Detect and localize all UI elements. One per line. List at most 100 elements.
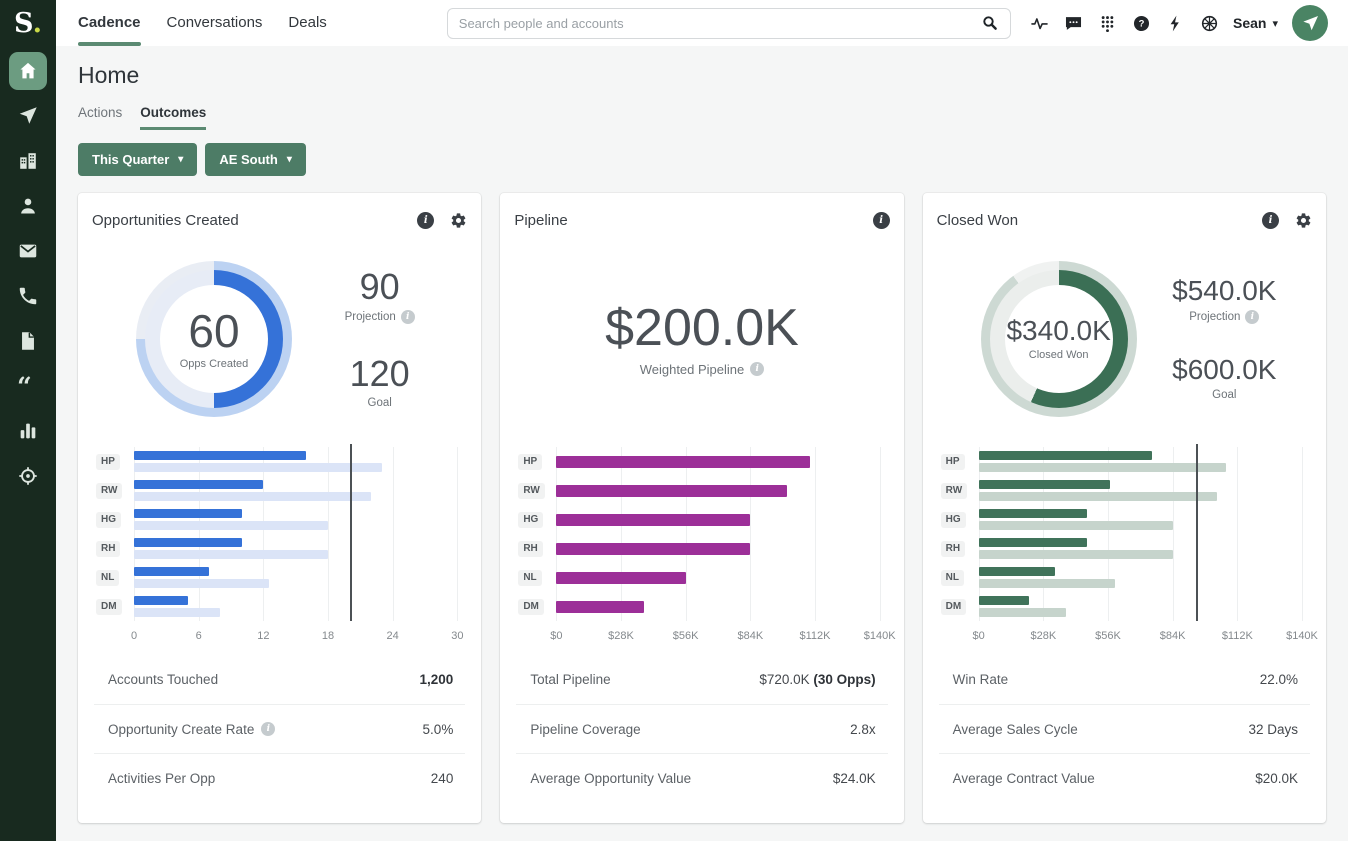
sidebar-item-bar-chart[interactable] [9,412,47,450]
bar-group-hg: HG [518,505,879,534]
donut-value: $340.0K [1006,315,1111,346]
goal-label: Goal [367,397,392,409]
axis-tick: 0 [130,630,138,642]
donut-label: Closed Won [1028,349,1089,361]
stat-label: Opportunity Create Rate i [108,722,276,737]
x-axis: $0 $28K $56K $84K $112K $140K [550,625,895,645]
filter-button-ae-south[interactable]: AE South ▾ [205,143,306,176]
stat-row-activities-per-opp: Activities Per Opp 240 [94,753,466,802]
bar-closed-won-k [978,596,1030,605]
tab-actions[interactable]: Actions [78,105,123,120]
help-icon[interactable]: ? [1132,14,1151,33]
axis-tick: 24 [386,630,399,642]
sidebar-item-home[interactable] [9,52,47,91]
projection-label: Projection i [1172,310,1276,324]
info-icon[interactable]: i [1261,211,1279,229]
bar-closed-won-k [978,451,1152,460]
bar-group-hp: HP [940,447,1302,476]
category-badge: NL [940,569,964,586]
info-icon[interactable]: i [872,211,890,229]
goal-value: $600.0K [1172,354,1277,385]
info-icon[interactable]: i [750,362,765,376]
page-title: Home [78,62,140,88]
donut-value: 60 [188,305,240,357]
stat-value: $24.0K [832,770,876,786]
gear-icon[interactable] [1295,212,1312,229]
sidebar-item-target[interactable] [9,457,47,495]
progress-donut: 60 Opps Created [136,261,292,417]
sidebar-items: “ [0,52,56,502]
settings-icon[interactable] [1200,14,1219,33]
gear-icon[interactable] [450,212,467,229]
x-axis: $0 $28K $56K $84K $112K $140K [973,625,1318,645]
bar-group-nl: NL [96,563,457,592]
stat-value: 32 Days [1248,721,1298,737]
sidebar-item-quote[interactable]: “ [9,367,47,405]
stat-row-total-pipeline: Total Pipeline $720.0K (30 Opps) [516,655,887,704]
product-tabs: Cadence Conversations Deals [78,0,353,46]
category-badge: RH [940,540,966,557]
category-badge: HP [518,453,543,470]
search-input[interactable] [458,15,981,31]
info-icon[interactable]: i [417,211,435,229]
card-opportunities-created: Opportunities Created i 60 Opps Created 90 Pr… [78,193,482,823]
activity-icon[interactable] [1030,14,1049,33]
grouped-bar-chart: HP RW HG RH NL DM $0 $28K $56K $84K $112K $140K [518,447,896,645]
rocket-icon [17,105,39,127]
category-badge: RH [96,540,121,557]
nav-tab-cadence[interactable]: Cadence [78,0,141,46]
card-stats: Accounts Touched 1,200 Opportunity Create … [92,655,467,802]
dialpad-icon[interactable] [1098,14,1117,33]
user-menu[interactable]: Sean ▾ [1233,15,1278,31]
category-badge: HP [940,453,965,470]
avatar[interactable] [1292,5,1328,41]
card-pipeline: Pipeline i $200.0K Weighted Pipeline i HP RW HG… [500,193,904,823]
app-logo[interactable]: S. [14,8,42,39]
metric-cards: Opportunities Created i 60 Opps Created 90 Pr… [78,193,1326,823]
info-icon[interactable]: i [400,310,415,324]
sidebar-item-email[interactable] [9,232,47,270]
sidebar-item-people[interactable] [9,187,47,225]
axis-tick: $28K [608,630,634,642]
bar-projection [134,463,382,472]
filter-bar: This Quarter ▾ AE South ▾ [78,143,1326,176]
bar-group-nl: NL [518,563,879,592]
axis-tick: 12 [257,630,270,642]
axis-tick: $56K [672,630,699,642]
sidebar-item-phone[interactable] [9,277,47,315]
tab-outcomes[interactable]: Outcomes [140,105,207,130]
card-title: Pipeline [514,211,568,229]
bar-projection-k [978,579,1115,588]
bar-group-dm: DM [518,592,879,621]
category-badge: RW [940,482,968,499]
filter-button-this-quarter[interactable]: This Quarter ▾ [78,143,198,176]
top-navigation: Cadence Conversations Deals ? Sean ▾ [56,0,1348,46]
category-badge: RH [518,540,543,557]
sidebar: S. “ [0,0,56,841]
lightning-icon[interactable] [1166,14,1185,33]
category-badge: DM [518,598,544,615]
progress-donut: $340.0K Closed Won [980,261,1137,417]
axis-tick: $112K [1221,630,1253,642]
sidebar-item-document[interactable] [9,322,47,360]
axis-tick: $84K [737,630,764,642]
axis-tick: $112K [799,630,831,642]
nav-tab-deals[interactable]: Deals [288,14,327,31]
bar-projection [134,550,328,559]
category-badge: NL [96,569,120,586]
chat-icon[interactable] [1064,14,1083,33]
bar-weighted-pipeline-k [556,513,751,526]
sidebar-item-rocket[interactable] [9,97,47,135]
info-icon[interactable]: i [1245,310,1260,324]
goal-line-marker [1195,444,1198,621]
bar-group-dm: DM [96,592,457,621]
buildings-icon [17,150,39,172]
bar-projection [134,579,269,588]
stat-row-opportunity-create-rate: Opportunity Create Rate i 5.0% [94,704,466,753]
card-hero: $340.0K Closed Won $540.0K Projection i $600.… [937,235,1312,443]
search-icon[interactable] [981,14,999,32]
info-icon[interactable]: i [261,722,276,736]
stat-label: Win Rate [952,672,1009,687]
nav-tab-conversations[interactable]: Conversations [166,14,263,31]
sidebar-item-buildings[interactable] [9,142,47,180]
